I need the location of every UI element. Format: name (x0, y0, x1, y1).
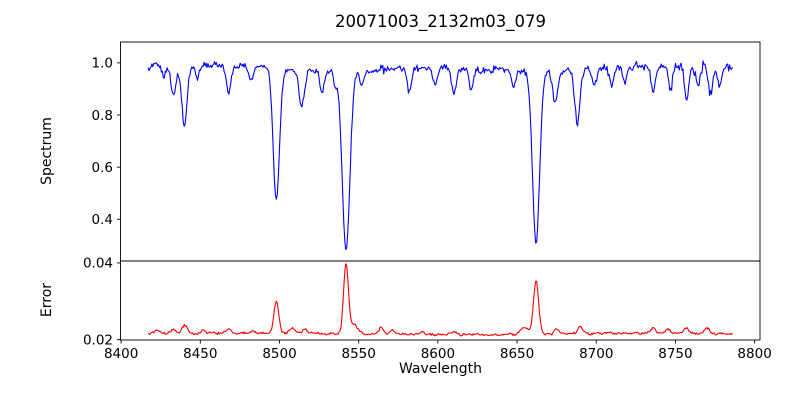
spectrum-y-tick-label: 0.8 (92, 108, 113, 124)
spectrum-y-tick-label: 1.0 (92, 56, 113, 72)
spectrum-y-tick-label: 0.4 (92, 212, 113, 228)
x-tick-label: 8750 (658, 346, 692, 362)
spectrum-panel-border (120, 41, 761, 262)
spectrum-line (147, 60, 733, 251)
x-tick-label: 8650 (500, 346, 534, 362)
x-tick-label: 8500 (262, 346, 296, 362)
x-tick-label: 8550 (342, 346, 376, 362)
error-line (147, 263, 733, 337)
error-y-tick-label: 0.04 (83, 256, 113, 272)
x-tick-label: 8800 (737, 346, 771, 362)
x-axis-label: Wavelength (398, 361, 483, 377)
chart-title: 20071003_2132m03_079 (334, 12, 547, 31)
error-panel-border (120, 260, 761, 341)
x-tick-label: 8600 (421, 346, 455, 362)
error-y-tick-label: 0.02 (83, 332, 113, 348)
x-tick-label: 8400 (104, 346, 138, 362)
x-tick-label: 8450 (183, 346, 217, 362)
spectrum-y-tick-label: 0.6 (92, 160, 113, 176)
x-tick-label: 8700 (579, 346, 613, 362)
